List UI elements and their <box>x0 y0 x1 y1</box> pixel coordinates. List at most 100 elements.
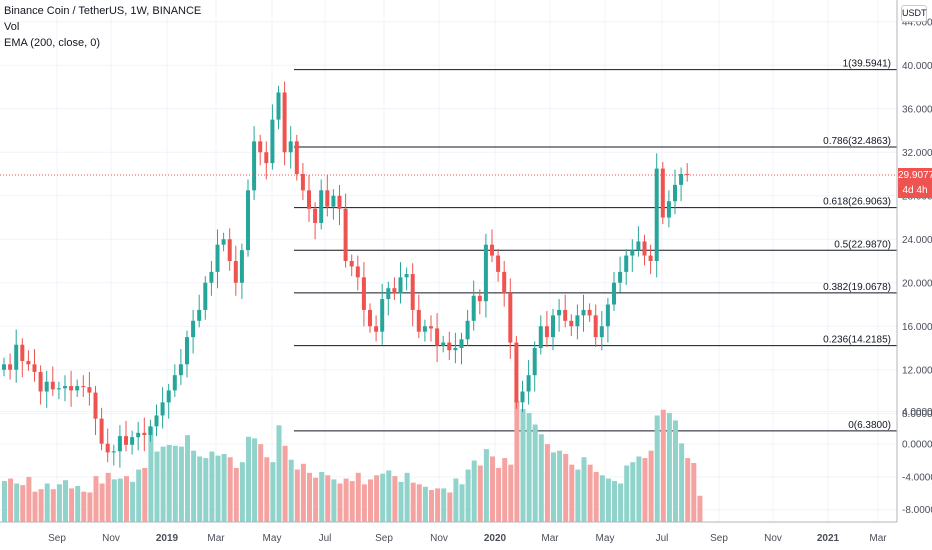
candle-body <box>32 364 37 372</box>
candle-body <box>581 309 586 316</box>
candle-body <box>380 299 385 332</box>
candle-body <box>422 326 427 332</box>
y-tick-label: 4.0000 <box>902 407 932 418</box>
grid <box>0 0 897 522</box>
candle-body <box>264 152 269 164</box>
volume-bar <box>148 426 154 522</box>
volume-bar <box>117 478 123 522</box>
candle-body <box>191 320 196 338</box>
candle-body <box>386 288 391 300</box>
ema-indicator-label[interactable]: EMA (200, close, 0) <box>4 37 100 49</box>
volume-bar <box>569 464 575 522</box>
volume-bar <box>410 482 416 522</box>
candle-body <box>20 344 25 362</box>
y-tick-label: 0.0000 <box>902 440 932 451</box>
volume-bar <box>307 472 312 522</box>
volume-bar <box>587 464 593 522</box>
fib-level-label: 0(6.3800) <box>848 420 891 431</box>
volume-bar <box>422 486 428 522</box>
fib-level-label: 0.382(19.0678) <box>823 282 891 293</box>
x-tick-label: Sep <box>48 533 66 544</box>
volume-indicator-label[interactable]: Vol <box>4 21 20 33</box>
volume-bar <box>392 476 398 522</box>
x-tick-label: Nov <box>102 533 120 544</box>
candle-body <box>441 342 446 346</box>
candle-body <box>392 288 397 294</box>
volume-bar <box>227 457 233 522</box>
candle-body <box>130 437 135 445</box>
candle-body <box>319 190 324 223</box>
candle-body <box>75 386 80 391</box>
candle-body <box>660 168 665 218</box>
candle-body <box>361 277 366 310</box>
volume-bar <box>697 495 703 522</box>
volume-bar <box>508 464 514 522</box>
candle-body <box>87 387 92 393</box>
volume-bar <box>471 460 477 522</box>
candle-body <box>288 141 293 153</box>
volume-bar <box>294 469 300 522</box>
candle-body <box>453 348 458 351</box>
candle-body <box>300 174 305 191</box>
volume-bar <box>612 481 617 522</box>
x-tick-label: Mar <box>541 533 559 544</box>
y-tick-label: 16.0000 <box>902 322 932 333</box>
x-tick-label: Jul <box>656 533 669 544</box>
x-tick-label: 2019 <box>156 533 179 544</box>
volume-bar <box>654 415 660 522</box>
candle-body <box>8 364 13 370</box>
volume-bar <box>337 483 343 522</box>
volume-bar <box>532 424 538 522</box>
volume-bar <box>325 475 331 522</box>
y-tick-label: 40.0000 <box>902 61 932 72</box>
chart-legend: Binance Coin / TetherUS, 1W, BINANCE Vol… <box>4 3 201 51</box>
symbol-title[interactable]: Binance Coin / TetherUS, 1W, BINANCE <box>4 5 202 17</box>
x-tick-label: Nov <box>764 533 782 544</box>
volume-bar <box>496 467 502 522</box>
fibonacci-retracement[interactable]: 1(39.5941) 0.786(32.4863) 0.618(26.9063) 0.… <box>294 59 897 432</box>
volume-bar <box>404 472 410 522</box>
candle-body <box>459 339 464 348</box>
volume-bar <box>233 467 239 522</box>
volume-bar <box>2 481 7 522</box>
currency-unit-badge[interactable]: USDT <box>901 5 927 22</box>
candle-body <box>618 271 623 283</box>
volume-bar <box>642 458 648 522</box>
volume-bar <box>313 477 319 522</box>
candle-body <box>50 381 55 390</box>
candle-body <box>337 195 342 209</box>
volume-bar <box>398 481 404 522</box>
y-tick-label: 8.0000 <box>902 409 932 420</box>
volume-bar <box>26 476 32 522</box>
candle-body <box>185 337 189 365</box>
volume-bar <box>154 451 160 522</box>
x-tick-label: Nov <box>430 533 448 544</box>
volume-bar <box>319 472 325 522</box>
volume-bar <box>624 465 630 522</box>
candle-body <box>612 282 616 305</box>
candle-body <box>465 320 470 340</box>
candle-body <box>276 92 281 120</box>
volume-bar <box>368 479 373 522</box>
volume-bar <box>130 481 136 522</box>
candle-body <box>605 304 610 327</box>
volume-bar <box>87 492 93 522</box>
volume-bar <box>38 489 44 522</box>
volume-bar <box>453 478 459 522</box>
y-tick-label: -4.0000 <box>902 472 932 483</box>
volume-bar <box>69 488 75 522</box>
candle-body <box>69 386 74 391</box>
candle-body <box>270 119 275 164</box>
x-tick-label: Mar <box>869 533 887 544</box>
candle-body <box>38 371 43 392</box>
candle-body <box>172 375 177 391</box>
volume-bar <box>270 462 276 522</box>
volume-bar <box>581 457 587 522</box>
candle-body <box>447 342 452 351</box>
candle-body <box>666 201 671 218</box>
candle-body <box>166 390 171 403</box>
volume-bar <box>465 469 471 522</box>
candle-body <box>246 190 250 251</box>
candle-body <box>282 92 287 153</box>
